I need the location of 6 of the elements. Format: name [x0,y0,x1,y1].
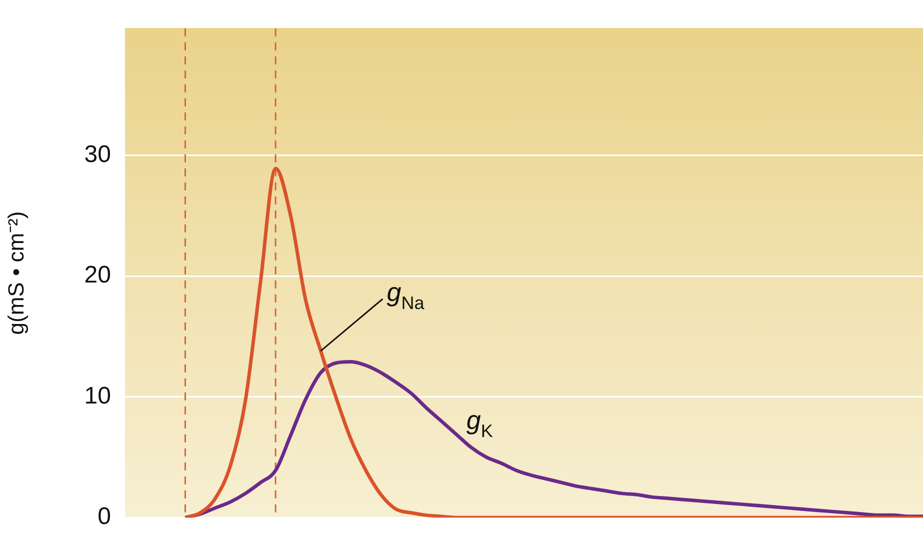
y-tick-label: 20 [84,262,111,289]
y-tick-label: 30 [84,140,111,168]
y-tick-label: 10 [84,382,111,410]
line-series [183,166,923,518]
y-tick-label: 0 [98,503,111,530]
y-axis-title: g(mS • cm⁻²) [3,211,28,335]
